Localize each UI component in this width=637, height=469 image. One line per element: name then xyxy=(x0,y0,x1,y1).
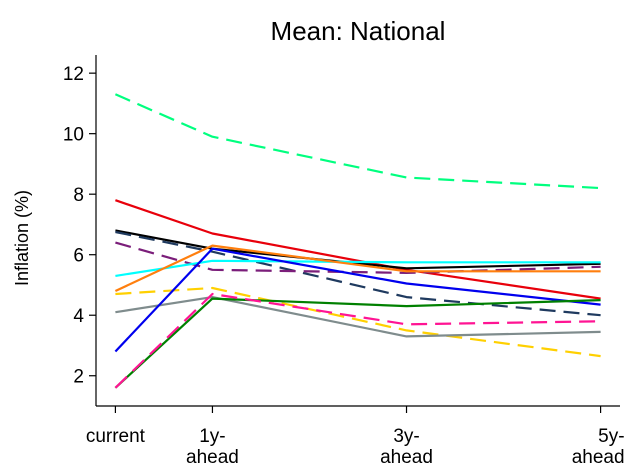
y-axis-label: Inflation (%) xyxy=(12,190,32,286)
series-line-5 xyxy=(115,241,601,274)
series-line-4 xyxy=(115,230,601,317)
plot-area xyxy=(114,93,601,389)
y-tick-label: 2 xyxy=(73,367,84,388)
y-tick-label: 6 xyxy=(73,246,84,267)
series-line-8 xyxy=(115,286,601,358)
series-line-10 xyxy=(114,247,601,353)
series-line-11 xyxy=(114,297,601,389)
x-tick-label: current xyxy=(86,426,146,447)
y-tick-label: 8 xyxy=(73,185,84,206)
series-line-1 xyxy=(114,93,601,190)
axes: 2 4 6 8 10 12 current 1y-ahead 3y-ahead 5y-ahead xyxy=(63,55,625,468)
x-tick-label: 3y-ahead xyxy=(380,426,433,468)
series-line-7 xyxy=(114,244,601,292)
series-line-2 xyxy=(115,199,601,300)
chart-title: Mean: National xyxy=(271,16,446,46)
y-tick-label: 10 xyxy=(63,125,84,146)
y-tick-label: 4 xyxy=(73,306,84,327)
y-tick-label: 12 xyxy=(63,64,84,85)
series-line-9 xyxy=(115,296,601,338)
x-tick-label: 5y-ahead xyxy=(572,426,625,468)
x-tick-label: 1y-ahead xyxy=(186,426,239,468)
